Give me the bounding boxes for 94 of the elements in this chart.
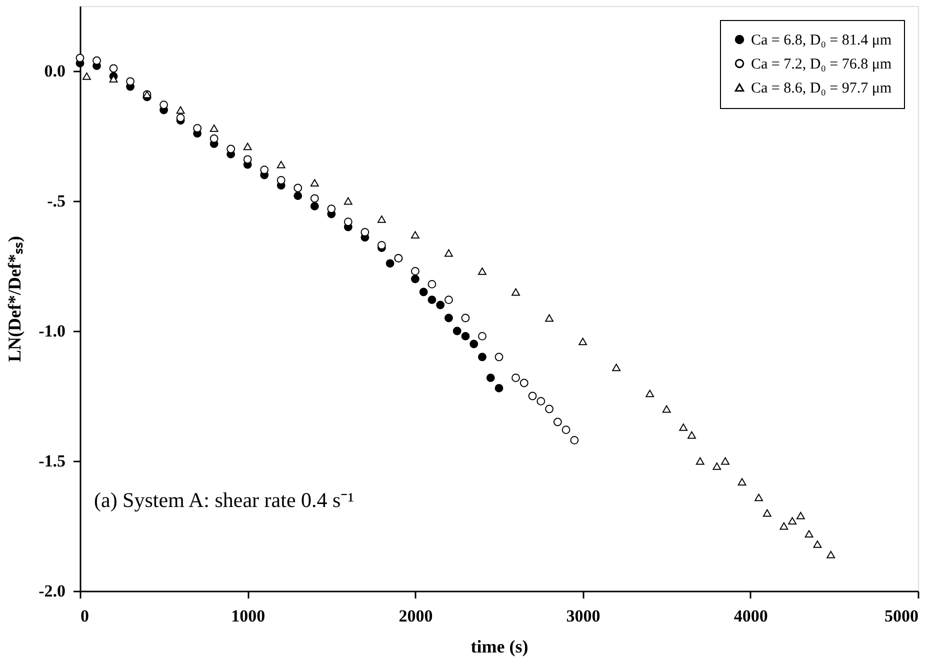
point bbox=[796, 512, 805, 520]
point bbox=[570, 436, 579, 444]
point bbox=[176, 114, 185, 122]
legend-label: Ca = 7.2, D₀ = 76.8 μm bbox=[751, 56, 892, 72]
point bbox=[436, 300, 445, 310]
point bbox=[377, 215, 386, 223]
point bbox=[536, 397, 546, 406]
point bbox=[428, 296, 436, 304]
point bbox=[780, 522, 788, 530]
y-tick-label: -2.0 bbox=[38, 582, 66, 600]
point bbox=[612, 364, 621, 372]
point bbox=[294, 184, 302, 192]
point bbox=[444, 249, 453, 257]
point bbox=[478, 267, 486, 275]
point bbox=[512, 374, 520, 382]
point bbox=[210, 134, 218, 143]
point bbox=[310, 202, 319, 210]
y-axis-title: LN(Def*/Def*ₛₛ) bbox=[4, 236, 25, 362]
point bbox=[294, 192, 302, 200]
point bbox=[688, 431, 696, 439]
point bbox=[662, 405, 671, 413]
point bbox=[176, 106, 185, 114]
x-tick-label: 5000 bbox=[884, 606, 918, 626]
point bbox=[160, 100, 168, 109]
point bbox=[310, 179, 319, 187]
point bbox=[762, 509, 772, 517]
point bbox=[344, 218, 352, 226]
point bbox=[410, 267, 420, 276]
point bbox=[410, 274, 420, 284]
annotation: (a) System A: shear rate 0.4 s⁻¹ bbox=[94, 488, 354, 512]
point bbox=[276, 176, 286, 184]
x-tick-label: 1000 bbox=[231, 606, 266, 626]
point bbox=[826, 550, 836, 558]
point bbox=[486, 374, 495, 382]
x-tick-label: 2000 bbox=[398, 606, 433, 626]
point bbox=[310, 194, 319, 203]
x-axis-title: time (s) bbox=[470, 636, 528, 656]
point bbox=[452, 326, 462, 336]
point bbox=[804, 530, 814, 538]
point bbox=[243, 155, 252, 164]
point bbox=[109, 64, 118, 73]
point bbox=[386, 259, 394, 268]
point bbox=[76, 54, 84, 62]
point bbox=[470, 340, 478, 348]
point bbox=[520, 378, 528, 388]
point bbox=[696, 457, 704, 465]
point bbox=[512, 288, 520, 296]
point bbox=[754, 494, 763, 502]
point bbox=[478, 332, 486, 340]
point bbox=[553, 418, 562, 426]
point bbox=[360, 228, 370, 236]
point bbox=[428, 280, 436, 288]
point bbox=[276, 160, 286, 168]
point bbox=[738, 478, 746, 486]
y-tick-label: -1.5 bbox=[38, 452, 66, 470]
point bbox=[126, 77, 134, 86]
point bbox=[578, 338, 588, 346]
point bbox=[562, 426, 570, 434]
point bbox=[494, 352, 504, 362]
point bbox=[646, 390, 654, 398]
point bbox=[494, 384, 504, 392]
point bbox=[545, 404, 554, 414]
point bbox=[419, 288, 428, 296]
point bbox=[545, 314, 554, 322]
point bbox=[721, 457, 730, 465]
x-tick-label: 0 bbox=[80, 606, 89, 626]
point bbox=[92, 56, 101, 65]
point bbox=[243, 142, 252, 150]
point bbox=[461, 332, 470, 340]
point bbox=[478, 352, 486, 362]
point bbox=[260, 166, 269, 174]
legend-label: Ca = 6.8, D₀ = 81.4 μm bbox=[751, 32, 892, 48]
point bbox=[82, 72, 91, 80]
y-tick-label: 0.0 bbox=[44, 62, 66, 80]
point bbox=[444, 296, 453, 304]
point bbox=[193, 124, 202, 132]
y-tick-label: -.5 bbox=[47, 192, 66, 210]
point bbox=[528, 392, 537, 400]
point bbox=[788, 517, 797, 525]
legend-label: Ca = 8.6, D₀ = 97.7 μm bbox=[751, 80, 892, 96]
point bbox=[712, 462, 722, 470]
point bbox=[461, 314, 470, 322]
point bbox=[226, 144, 236, 154]
point bbox=[410, 231, 420, 239]
point bbox=[210, 124, 218, 132]
y-tick-label: -1.0 bbox=[38, 322, 66, 340]
point bbox=[344, 197, 352, 205]
x-tick-label: 4000 bbox=[734, 606, 768, 626]
point bbox=[813, 540, 822, 548]
point bbox=[377, 241, 386, 250]
point bbox=[679, 423, 688, 431]
point bbox=[327, 204, 336, 213]
x-tick-label: 3000 bbox=[566, 606, 600, 626]
point bbox=[444, 314, 453, 322]
